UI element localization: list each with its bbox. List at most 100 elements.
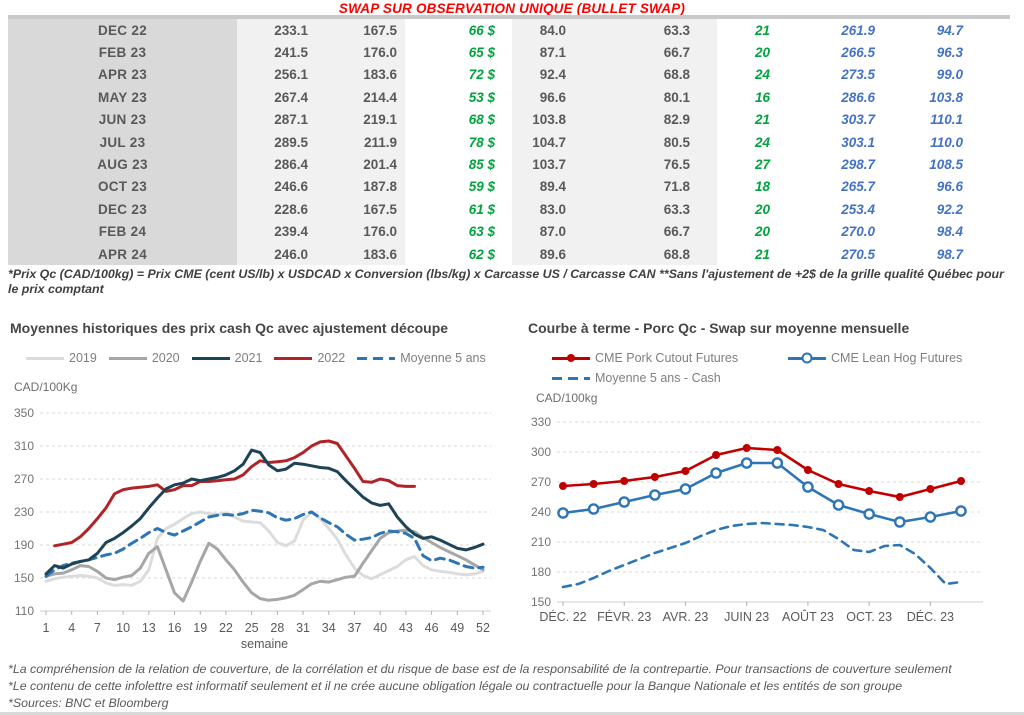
- table-row: DEC 23 228.6 167.5 61 $ 83.0 63.3 20 253.4 92.2: [8, 198, 1010, 221]
- table-row: FEB 23 241.5 176.0 65 $ 87.1 66.7 20 266.5 96.3: [8, 41, 1010, 64]
- value-cell: 71.8: [572, 175, 717, 199]
- value-cell: 21: [754, 246, 770, 262]
- svg-text:25: 25: [245, 621, 259, 635]
- svg-text:110: 110: [15, 604, 34, 618]
- value-cell: 176.0: [318, 41, 405, 64]
- legend-item: 2022: [274, 351, 345, 365]
- value-cell: 108.5: [929, 157, 963, 173]
- value-cell: 76.5: [572, 153, 717, 176]
- value-cell: 228.6: [237, 198, 318, 221]
- value-cell: 104.7: [512, 130, 572, 154]
- value-cell: 20: [754, 224, 770, 240]
- value-cell: 87.1: [512, 41, 572, 64]
- svg-text:semaine: semaine: [241, 637, 288, 651]
- value-cell: 85 $: [468, 157, 495, 173]
- table-row: JUL 23 289.5 211.9 78 $ 104.7 80.5 24 303.1 110.…: [8, 130, 1010, 154]
- legend-item: 2019: [26, 351, 97, 365]
- month-cell: OCT 23: [8, 175, 237, 199]
- line-swatch-icon: [274, 356, 313, 360]
- month-cell: APR 23: [8, 63, 237, 87]
- svg-text:16: 16: [168, 621, 182, 635]
- month-cell: JUN 23: [8, 108, 237, 131]
- value-cell: 219.1: [318, 108, 405, 131]
- value-cell: 61 $: [468, 201, 495, 217]
- svg-text:230: 230: [14, 505, 34, 519]
- value-cell: 286.6: [841, 89, 875, 105]
- filled-circle-marker-icon: [567, 354, 575, 362]
- value-cell: 92.4: [512, 63, 572, 87]
- table-row: FEB 24 239.4 176.0 63 $ 87.0 66.7 20 270.0 98.4: [8, 220, 1010, 243]
- left-chart-legend: 2019 2020 2021 2022 Moyenne 5 ans: [26, 351, 486, 365]
- value-cell: 211.9: [318, 130, 405, 154]
- legend-label: 2021: [234, 351, 263, 365]
- value-cell: 68 $: [468, 112, 495, 128]
- svg-text:52: 52: [476, 621, 490, 635]
- svg-text:DÉC. 22: DÉC. 22: [539, 609, 586, 624]
- value-cell: 89.6: [512, 242, 572, 266]
- value-cell: 72 $: [468, 67, 495, 83]
- svg-text:34: 34: [322, 621, 336, 635]
- value-cell: 110.0: [930, 134, 963, 150]
- value-cell: 183.6: [318, 242, 405, 266]
- svg-text:310: 310: [14, 439, 34, 453]
- table-footnote: *Prix Qc (CAD/100kg) = Prix CME (cent US…: [8, 267, 1004, 297]
- value-cell: 65 $: [468, 45, 495, 61]
- value-cell: 286.4: [237, 153, 318, 176]
- legend-label: Moyenne 5 ans - Cash: [595, 371, 721, 385]
- legend-label: 2022: [317, 351, 346, 365]
- svg-text:350: 350: [14, 406, 34, 420]
- svg-text:46: 46: [425, 621, 439, 635]
- svg-text:37: 37: [348, 621, 362, 635]
- value-cell: 68.8: [572, 63, 717, 87]
- left-chart-y-unit: CAD/100Kg: [14, 380, 78, 394]
- value-cell: 265.7: [841, 179, 875, 195]
- legend-item: 2021: [191, 351, 263, 365]
- svg-text:AVR. 23: AVR. 23: [663, 610, 709, 624]
- value-cell: 253.4: [841, 201, 875, 217]
- svg-text:270: 270: [14, 472, 34, 486]
- value-cell: 96.6: [512, 86, 572, 109]
- legend-item: Moyenne 5 ans - Cash: [552, 371, 721, 385]
- value-cell: 246.6: [237, 175, 318, 199]
- value-cell: 24: [754, 134, 770, 150]
- value-cell: 187.8: [318, 175, 405, 199]
- value-cell: 103.8: [512, 108, 572, 131]
- disclaimer-line: *La compréhension de la relation de couv…: [8, 662, 952, 676]
- value-cell: 18: [754, 179, 770, 195]
- value-cell: 84.0: [512, 19, 572, 42]
- value-cell: 289.5: [237, 130, 318, 154]
- line-swatch-icon: [191, 356, 230, 360]
- month-cell: APR 24: [8, 242, 237, 266]
- month-cell: AUG 23: [8, 153, 237, 176]
- month-cell: FEB 23: [8, 41, 237, 64]
- value-cell: 66 $: [468, 22, 495, 38]
- value-cell: 201.4: [318, 153, 405, 176]
- value-cell: 63.3: [572, 198, 717, 221]
- legend-label: 2019: [69, 351, 97, 365]
- svg-text:300: 300: [531, 445, 551, 459]
- line-swatch-icon: [26, 356, 64, 360]
- svg-text:31: 31: [296, 621, 310, 635]
- legend-label: 2020: [151, 351, 180, 365]
- value-cell: 103.8: [929, 89, 963, 105]
- left-chart-canvas: 350 310 270 230 190 150 110 1 4 7 10 13 16 19 22 25 28 31…: [14, 406, 491, 651]
- value-cell: 82.9: [572, 108, 717, 131]
- dashed-line-swatch-icon: [357, 356, 396, 360]
- svg-text:180: 180: [531, 565, 551, 579]
- table-row: JUN 23 287.1 219.1 68 $ 103.8 82.9 21 303.7 110.…: [8, 108, 1010, 131]
- value-cell: 214.4: [318, 86, 405, 109]
- value-cell: 66.7: [572, 41, 717, 64]
- svg-text:49: 49: [450, 621, 464, 635]
- value-cell: 261.9: [841, 22, 875, 38]
- value-cell: 241.5: [237, 41, 318, 64]
- value-cell: 21: [754, 112, 770, 128]
- svg-text:OCT. 23: OCT. 23: [846, 610, 892, 624]
- value-cell: 303.1: [841, 134, 875, 150]
- value-cell: 78 $: [468, 134, 495, 150]
- svg-text:40: 40: [373, 621, 387, 635]
- open-circle-marker-icon: [801, 352, 813, 364]
- svg-text:7: 7: [94, 621, 101, 635]
- table-row: APR 24 246.0 183.6 62 $ 89.6 68.8 21 270.5 98.7: [8, 242, 1010, 266]
